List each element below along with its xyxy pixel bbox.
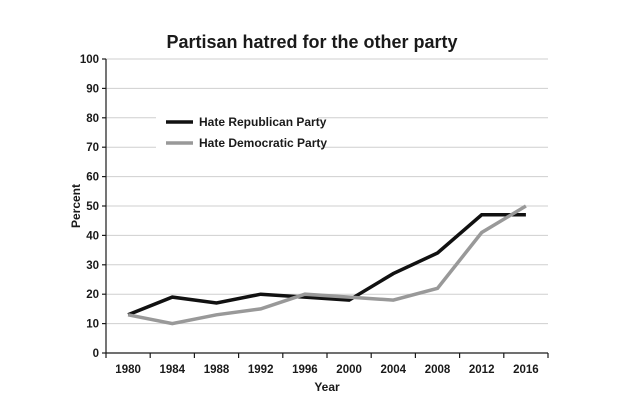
data-series xyxy=(127,204,527,326)
x-tick-label: 2004 xyxy=(381,364,407,376)
y-tick-label: 10 xyxy=(86,319,99,331)
x-tick-label: 1988 xyxy=(204,364,230,376)
y-tick-label: 90 xyxy=(86,83,99,95)
y-tick-label: 0 xyxy=(93,348,99,360)
legend: Hate Republican Party Hate Democratic Par… xyxy=(156,106,327,158)
x-axis-label: Year xyxy=(314,380,340,394)
x-tick-label: 1984 xyxy=(160,364,186,376)
legend-label: Hate Republican Party xyxy=(199,115,327,129)
y-tick-label: 50 xyxy=(86,201,99,213)
legend-label: Hate Democratic Party xyxy=(199,136,327,150)
axes: 0 10 20 30 40 50 60 70 80 90 100 1980 1984 1988 1992 19… xyxy=(80,54,549,376)
x-tick-label: 2008 xyxy=(425,364,451,376)
y-axis-label: Percent xyxy=(69,184,83,228)
y-tick-label: 80 xyxy=(86,113,99,125)
y-tick-label: 40 xyxy=(86,230,99,242)
legend-box xyxy=(156,106,318,158)
y-tick-label: 20 xyxy=(86,289,99,301)
y-tick-label: 100 xyxy=(80,54,99,66)
x-tick-label: 2000 xyxy=(336,364,362,376)
y-tick-label: 30 xyxy=(86,260,99,272)
y-tick-label: 60 xyxy=(86,172,99,184)
y-tick-label: 70 xyxy=(86,142,99,154)
chart-title: Partisan hatred for the other party xyxy=(166,32,457,52)
x-tick-label: 1980 xyxy=(115,364,141,376)
x-tick-label: 2012 xyxy=(469,364,495,376)
series-line-1 xyxy=(127,213,526,317)
series-line-2 xyxy=(127,204,527,326)
x-tick-label: 1996 xyxy=(292,364,318,376)
x-tick-label: 1992 xyxy=(248,364,274,376)
grid-lines xyxy=(106,58,548,325)
x-tick-label: 2016 xyxy=(513,364,539,376)
